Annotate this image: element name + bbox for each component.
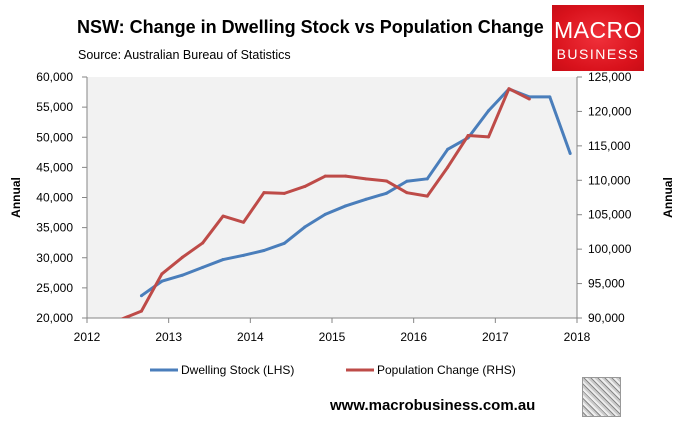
- data-point: [425, 194, 429, 198]
- data-point: [262, 191, 266, 195]
- y-tick-label: 55,000: [36, 100, 73, 114]
- data-point: [323, 174, 327, 178]
- data-point: [303, 184, 307, 188]
- data-point: [548, 95, 552, 99]
- macrobusiness-logo: MACRO BUSINESS: [552, 5, 644, 71]
- data-point: [405, 179, 409, 183]
- data-point: [221, 214, 225, 218]
- x-tick-label: 2014: [237, 330, 264, 344]
- x-tick-label: 2018: [564, 330, 591, 344]
- data-point: [364, 177, 368, 181]
- legend-label-1: Population Change (RHS): [377, 363, 516, 377]
- y-tick-label: 35,000: [36, 221, 73, 235]
- y2-axis-label: Annual: [661, 177, 675, 218]
- data-point: [282, 241, 286, 245]
- data-point: [120, 317, 122, 318]
- data-point: [384, 179, 388, 183]
- logo-line1: MACRO: [553, 17, 643, 43]
- data-point: [466, 134, 470, 138]
- data-point: [446, 165, 450, 169]
- data-point: [282, 191, 286, 195]
- data-point: [425, 177, 429, 181]
- data-point: [487, 109, 491, 113]
- chart-subtitle: Source: Australian Bureau of Statistics: [78, 48, 291, 62]
- chart-title: NSW: Change in Dwelling Stock vs Populat…: [77, 17, 544, 37]
- data-point: [160, 279, 164, 283]
- data-point: [242, 220, 246, 224]
- data-point: [242, 253, 246, 257]
- data-point: [323, 212, 327, 216]
- y2-tick-label: 95,000: [588, 277, 625, 291]
- data-point: [201, 241, 205, 245]
- footer-url: www.macrobusiness.com.au: [330, 397, 536, 414]
- y-tick-label: 50,000: [36, 130, 73, 144]
- data-point: [262, 249, 266, 253]
- data-point: [344, 204, 348, 208]
- data-point: [446, 147, 450, 151]
- y2-tick-label: 125,000: [588, 70, 632, 84]
- y2-tick-label: 110,000: [588, 173, 631, 187]
- data-point: [487, 135, 491, 139]
- x-tick-label: 2012: [74, 330, 101, 344]
- series-line-0: [140, 87, 572, 297]
- y2-tick-label: 105,000: [588, 208, 632, 222]
- y-tick-label: 45,000: [36, 160, 73, 174]
- data-point: [139, 309, 143, 313]
- fox-logo-icon: [582, 377, 621, 417]
- x-tick-label: 2013: [155, 330, 182, 344]
- legend-label-0: Dwelling Stock (LHS): [181, 363, 294, 377]
- y-tick-label: 40,000: [36, 191, 73, 205]
- y-axis-label: Annual: [9, 177, 23, 218]
- data-point: [384, 191, 388, 195]
- y-tick-label: 30,000: [36, 251, 73, 265]
- data-point: [527, 97, 531, 101]
- y2-tick-label: 90,000: [588, 311, 625, 325]
- data-point: [568, 152, 572, 156]
- logo-line2: BUSINESS: [556, 46, 640, 62]
- data-point: [507, 87, 511, 91]
- data-point: [201, 265, 205, 269]
- data-point: [160, 272, 164, 276]
- data-point: [180, 273, 184, 277]
- data-point: [139, 294, 143, 298]
- data-point: [303, 225, 307, 229]
- data-point: [405, 191, 409, 195]
- y2-tick-label: 100,000: [588, 242, 632, 256]
- data-point: [344, 174, 348, 178]
- x-tick-label: 2017: [482, 330, 509, 344]
- y-tick-label: 20,000: [36, 311, 73, 325]
- y-tick-label: 60,000: [36, 70, 73, 84]
- y2-tick-label: 115,000: [588, 139, 631, 153]
- x-tick-label: 2015: [319, 330, 346, 344]
- y2-tick-label: 120,000: [588, 104, 632, 118]
- x-tick-label: 2016: [400, 330, 427, 344]
- data-point: [364, 197, 368, 201]
- y-tick-label: 25,000: [36, 281, 73, 295]
- data-point: [221, 258, 225, 262]
- data-point: [180, 255, 184, 259]
